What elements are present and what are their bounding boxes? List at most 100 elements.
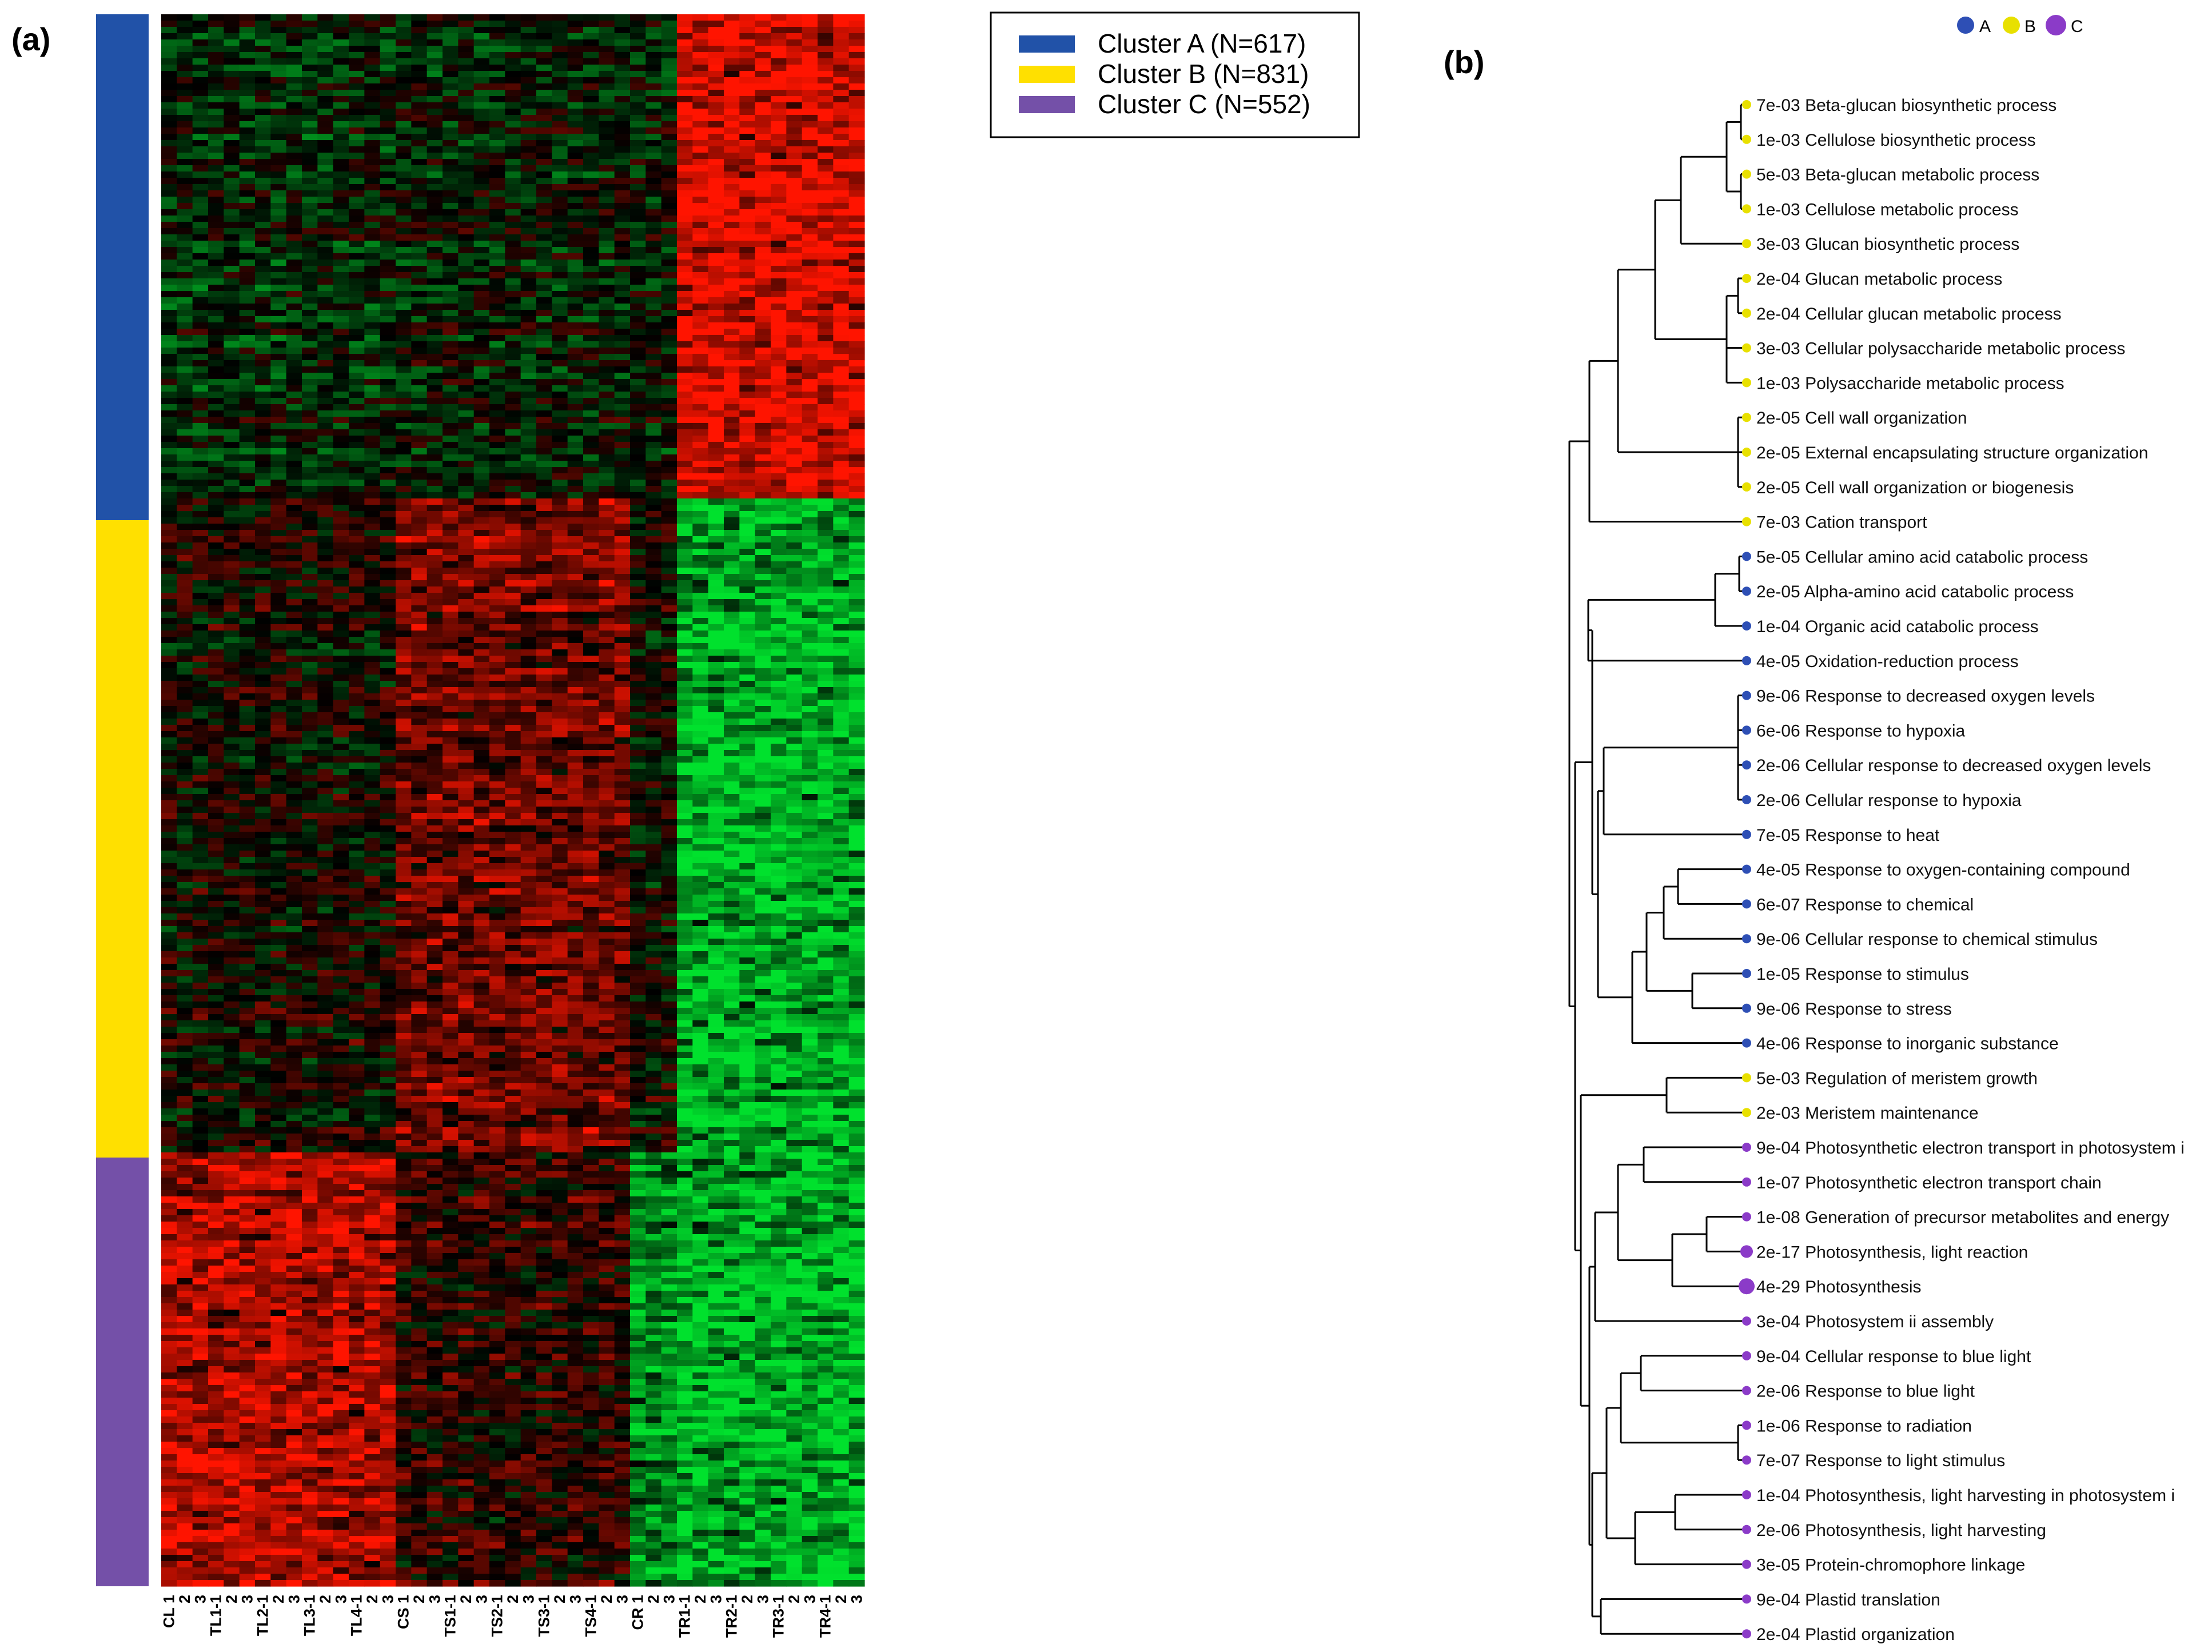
heatmap-cell [286,675,302,681]
heatmap-cell [255,568,271,574]
heatmap-cell [630,341,646,348]
heatmap-cell [724,580,740,587]
heatmap-cell [677,39,693,46]
heatmap-cell [317,184,334,191]
heatmap-cell [802,109,818,115]
heatmap-cell [224,247,240,254]
heatmap-cell [192,335,209,342]
heatmap-cell [317,360,334,367]
heatmap-cell [396,492,412,499]
heatmap-cell [802,605,818,612]
heatmap-cell [411,228,428,235]
heatmap-cell [724,316,740,323]
heatmap-cell [833,278,850,285]
heatmap-cell [489,316,505,323]
heatmap-cell [833,203,850,210]
heatmap-cell [567,335,584,342]
heatmap-cell [599,109,615,115]
heatmap-cell [489,134,505,141]
heatmap-cell [364,178,381,185]
heatmap-cell [536,473,552,480]
heatmap-cell [848,448,865,455]
heatmap-cell [630,366,646,373]
heatmap-cell [599,354,615,361]
heatmap-cell [177,209,193,216]
heatmap-cell [786,171,803,178]
heatmap-cell [833,511,850,518]
heatmap-cell [458,222,475,229]
heatmap-cell [161,436,177,442]
heatmap-cell [599,33,615,40]
heatmap-cell [286,228,302,235]
heatmap-cell [380,127,396,134]
heatmap-cell [349,706,365,713]
heatmap-cell [317,467,334,474]
heatmap-cell [755,385,771,392]
heatmap-cell [520,234,537,241]
heatmap-cell [192,297,209,304]
heatmap-cell [427,171,443,178]
heatmap-cell [520,486,537,493]
heatmap-cell [380,33,396,40]
heatmap-cell [161,134,177,141]
heatmap-cell [458,39,475,46]
heatmap-cell [224,693,240,700]
heatmap-cell [333,675,349,681]
heatmap-cell [396,360,412,367]
heatmap-cell [630,285,646,292]
heatmap-cell [192,27,209,34]
heatmap-cell [396,442,412,449]
heatmap-cell [739,668,756,675]
heatmap-cell [692,21,709,27]
heatmap-cell [505,681,521,688]
heatmap-cell [833,77,850,84]
heatmap-cell [755,102,771,109]
heatmap-cell [302,109,318,115]
heatmap-cell [333,109,349,115]
heatmap-cell [599,687,615,694]
heatmap-cell [411,530,428,537]
heatmap-cell [630,398,646,405]
heatmap-cell [630,197,646,203]
heatmap-cell [505,310,521,317]
heatmap-cell [645,253,662,260]
heatmap-cell [443,335,459,342]
heatmap-cell [473,127,490,134]
heatmap-cell [677,555,693,562]
heatmap-cell [536,373,552,380]
heatmap-cell [802,656,818,663]
heatmap-cell [645,272,662,279]
heatmap-cell [708,542,724,549]
heatmap-cell [645,153,662,159]
heatmap-cell [505,222,521,229]
heatmap-cell [302,90,318,97]
heatmap-cell [520,159,537,166]
heatmap-cell [349,530,365,537]
heatmap-cell [427,65,443,71]
heatmap-cell [724,71,740,78]
heatmap-cell [833,266,850,273]
heatmap-cell [630,127,646,134]
heatmap-cell [802,360,818,367]
heatmap-cell [349,266,365,273]
heatmap-cell [786,102,803,109]
heatmap-cell [583,612,599,618]
heatmap-cell [177,693,193,700]
heatmap-cell [208,153,224,159]
heatmap-cell [802,278,818,285]
heatmap-cell [552,39,568,46]
heatmap-cell [224,228,240,235]
heatmap-cell [270,700,287,707]
heatmap-cell [349,423,365,430]
heatmap-cell [364,171,381,178]
heatmap-cell [380,77,396,84]
heatmap-cell [473,624,490,631]
heatmap-cell [364,58,381,65]
heatmap-cell [583,498,599,505]
heatmap-cell [349,492,365,499]
heatmap-cell [739,360,756,367]
heatmap-cell [443,524,459,530]
heatmap-cell [270,222,287,229]
heatmap-cell [692,209,709,216]
heatmap-cell [270,436,287,442]
